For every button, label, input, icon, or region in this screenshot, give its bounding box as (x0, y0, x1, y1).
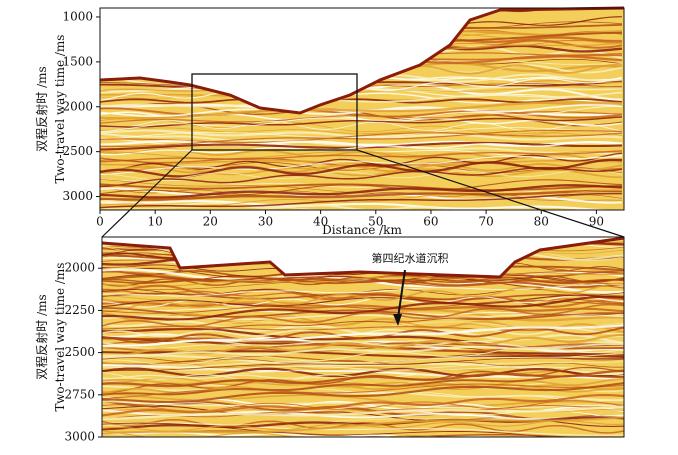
reflector (100, 150, 623, 163)
reflector (102, 377, 624, 393)
reflector (102, 312, 624, 334)
reflector (100, 127, 623, 141)
y-tick-label: 2500 (62, 144, 93, 158)
y-tick-label: 3000 (64, 430, 95, 444)
reflector (102, 343, 624, 358)
reflector (102, 393, 624, 417)
y-label-cn: 双程反射时 /ms (34, 66, 49, 151)
y-label-cn: 双程反射时 /ms (34, 294, 49, 379)
reflector (100, 159, 623, 166)
x-tick-label: 10 (148, 215, 163, 229)
reflector (100, 192, 622, 209)
x-tick-label: 20 (203, 215, 218, 229)
reflector (100, 205, 623, 210)
reflector (102, 385, 624, 401)
reflector (102, 431, 624, 437)
x-tick-label: 30 (258, 215, 273, 229)
reflector (100, 127, 622, 138)
reflector (102, 361, 624, 379)
reflector (102, 292, 624, 301)
reflector (100, 106, 622, 132)
y-tick-label: 2000 (62, 99, 93, 113)
reflector (102, 422, 624, 436)
top-frame (99, 7, 625, 211)
reflector (100, 129, 622, 147)
reflector (100, 141, 623, 156)
reflector (102, 325, 624, 331)
reflector (100, 166, 622, 179)
reflector (102, 418, 624, 434)
y-tick-label: 1000 (62, 9, 93, 23)
y-tick-label: 3000 (62, 189, 93, 203)
reflector (102, 272, 624, 288)
reflector (100, 91, 623, 108)
bottom-frame (101, 236, 625, 438)
reflector (102, 295, 624, 321)
x-label: Distance /km (322, 223, 402, 237)
x-tick-label: 90 (589, 215, 604, 229)
reflector (100, 163, 623, 174)
reflector (100, 169, 623, 181)
reflector (100, 154, 623, 175)
x-tick-label: 60 (423, 215, 438, 229)
zoom-line (356, 149, 625, 238)
reflector (100, 189, 623, 201)
reflector (102, 366, 624, 393)
reflector (102, 374, 624, 396)
x-tick-label: 0 (96, 215, 104, 229)
reflector (102, 383, 624, 399)
reflector (100, 166, 623, 188)
reflector (100, 111, 623, 124)
y-label-en: Two-travel way time /ms (53, 35, 67, 184)
reflector (102, 391, 624, 407)
reflector (100, 159, 623, 174)
reflector (102, 294, 624, 308)
reflector (102, 282, 624, 312)
y-tick-label: 2750 (64, 387, 95, 401)
y-tick-label: 1500 (62, 54, 93, 68)
reflector (102, 405, 624, 421)
reflector (102, 357, 624, 371)
reflector (102, 382, 624, 404)
seafloor-top (99, 6, 625, 115)
reflector (100, 101, 623, 120)
reflector (100, 179, 623, 196)
reflector (102, 270, 624, 291)
y-tick-label: 2500 (64, 345, 95, 359)
reflector (100, 183, 623, 191)
reflector (102, 324, 624, 347)
reflector (100, 86, 623, 107)
reflector (102, 300, 624, 314)
reflector (102, 347, 624, 366)
seafloor-bottom (101, 236, 625, 279)
reflector (102, 416, 624, 435)
reflector (100, 104, 623, 117)
zoom-box (191, 73, 358, 151)
annotation: 第四纪水道沉积 (372, 251, 449, 265)
reflector (100, 184, 623, 199)
zoom-line (101, 149, 193, 238)
y-tick-label: 2250 (64, 303, 95, 317)
reflector (100, 86, 622, 99)
y-tick-label: 2000 (64, 261, 95, 275)
arrow-head (393, 314, 402, 326)
annotation-arrow (397, 269, 406, 319)
reflector (102, 357, 624, 368)
x-tick-label: 80 (534, 215, 549, 229)
y-label-en: Two-travel way time /ms (53, 263, 67, 412)
x-tick-label: 50 (368, 215, 383, 229)
x-tick-label: 70 (478, 215, 493, 229)
x-tick-label: 40 (313, 215, 328, 229)
reflector (100, 200, 623, 210)
reflector (102, 365, 624, 372)
reflector (102, 278, 624, 284)
reflector (102, 275, 624, 287)
